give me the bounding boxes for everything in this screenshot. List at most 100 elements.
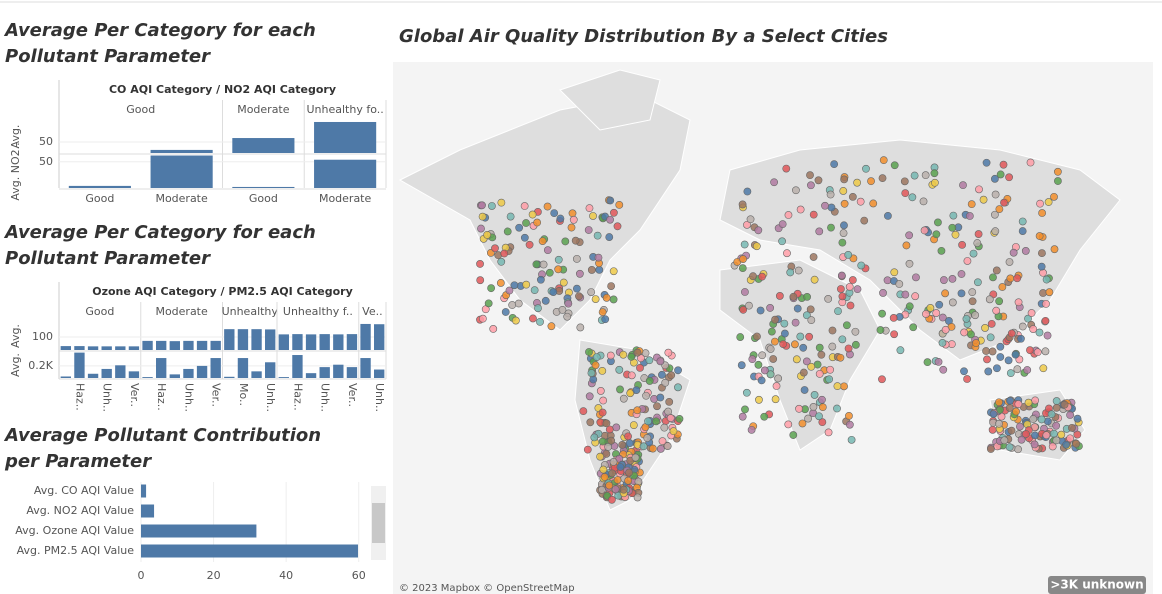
city-dot: [587, 266, 596, 274]
city-dot: [769, 355, 778, 363]
city-dot: [1009, 248, 1018, 257]
city-dot: [619, 394, 628, 403]
city-dot: [796, 332, 805, 341]
x-tick-label: Moderate: [155, 192, 208, 205]
city-dot: [968, 288, 977, 297]
city-dot: [827, 203, 836, 212]
city-dot: [571, 236, 580, 245]
city-dot: [984, 367, 993, 376]
city-dot: [923, 358, 932, 367]
bar: [374, 369, 385, 378]
city-dot: [830, 160, 839, 169]
bar: [141, 544, 359, 558]
city-dot: [818, 395, 826, 404]
city-dot: [791, 340, 799, 349]
city-dot: [780, 329, 789, 338]
city-dot: [960, 367, 968, 376]
city-dot: [609, 295, 618, 304]
city-dot: [752, 242, 761, 251]
city-dot: [755, 395, 763, 404]
city-dot: [1042, 431, 1051, 440]
city-dot: [1033, 348, 1042, 357]
city-dot: [660, 423, 669, 432]
city-dot: [556, 214, 565, 223]
city-dot: [902, 241, 911, 250]
bar: [237, 329, 249, 350]
city-dot: [911, 292, 920, 301]
city-dot: [1005, 443, 1014, 452]
city-dot: [995, 419, 1003, 428]
city-dot: [965, 212, 974, 220]
city-dot: [771, 395, 780, 404]
city-dot: [615, 365, 624, 374]
city-dot: [996, 170, 1005, 179]
city-dot: [988, 347, 997, 356]
city-dot: [800, 386, 809, 394]
city-dot: [910, 171, 919, 180]
city-dot: [1021, 247, 1030, 255]
row-label: Avg.: [9, 125, 22, 149]
city-dot: [1017, 435, 1026, 444]
map-title: Global Air Quality Distribution By a Sel…: [399, 26, 888, 47]
city-dot: [988, 425, 997, 434]
city-dot: [847, 435, 856, 444]
city-dot: [971, 311, 980, 320]
city-dot: [760, 412, 769, 421]
city-dot: [1014, 445, 1022, 454]
city-dot: [845, 282, 854, 291]
bar: [210, 358, 221, 378]
city-dot: [796, 205, 805, 214]
city-dot: [592, 353, 601, 362]
column-header: Good: [85, 305, 114, 318]
city-dot: [1041, 316, 1050, 325]
x-tick-label: Haz..: [291, 383, 304, 411]
city-dot: [815, 412, 823, 421]
badge-bg[interactable]: [1048, 576, 1146, 594]
city-dot: [594, 253, 603, 262]
chart-title: Average Per Category for each Pollutant …: [5, 222, 316, 269]
city-dot: [1005, 173, 1013, 182]
city-dot: [1004, 356, 1013, 365]
city-dot: [740, 240, 749, 249]
city-dot: [629, 421, 638, 430]
city-dot: [590, 433, 599, 442]
city-dot: [836, 285, 845, 293]
city-dot: [572, 254, 581, 263]
city-dot: [979, 195, 988, 204]
city-dot: [995, 205, 1004, 214]
bar: [314, 159, 377, 188]
city-dot: [666, 414, 675, 422]
unknown-badge[interactable]: >3K unknown: [1050, 578, 1143, 592]
city-dot: [805, 332, 814, 341]
city-dot: [837, 271, 846, 280]
city-dot: [809, 210, 818, 219]
city-dot: [585, 348, 593, 356]
city-dot: [483, 230, 492, 239]
city-dot: [613, 222, 622, 231]
city-dot: [920, 226, 929, 235]
bar: [196, 340, 208, 350]
city-dot: [833, 404, 841, 413]
bar: [232, 186, 295, 188]
city-dot: [934, 218, 942, 227]
city-dot: [1062, 440, 1071, 449]
city-dot: [487, 284, 496, 293]
city-dot: [860, 216, 869, 225]
city-dot: [576, 323, 585, 332]
city-dot: [529, 314, 537, 323]
city-dot: [585, 204, 594, 213]
city-dot: [736, 333, 745, 341]
city-dot: [748, 355, 757, 364]
scroll-thumb[interactable]: [372, 503, 385, 543]
city-dot: [1043, 331, 1052, 340]
city-dot: [760, 366, 769, 375]
city-dot: [758, 351, 767, 360]
bar: [224, 329, 235, 350]
city-dot: [1045, 288, 1054, 297]
city-dot: [605, 233, 614, 241]
row-label: Avg. NO2..: [9, 142, 22, 200]
city-dot: [505, 286, 514, 295]
chart-title: Average Per Category for each Pollutant …: [5, 20, 316, 67]
city-dot: [591, 295, 600, 304]
bar: [141, 504, 155, 518]
